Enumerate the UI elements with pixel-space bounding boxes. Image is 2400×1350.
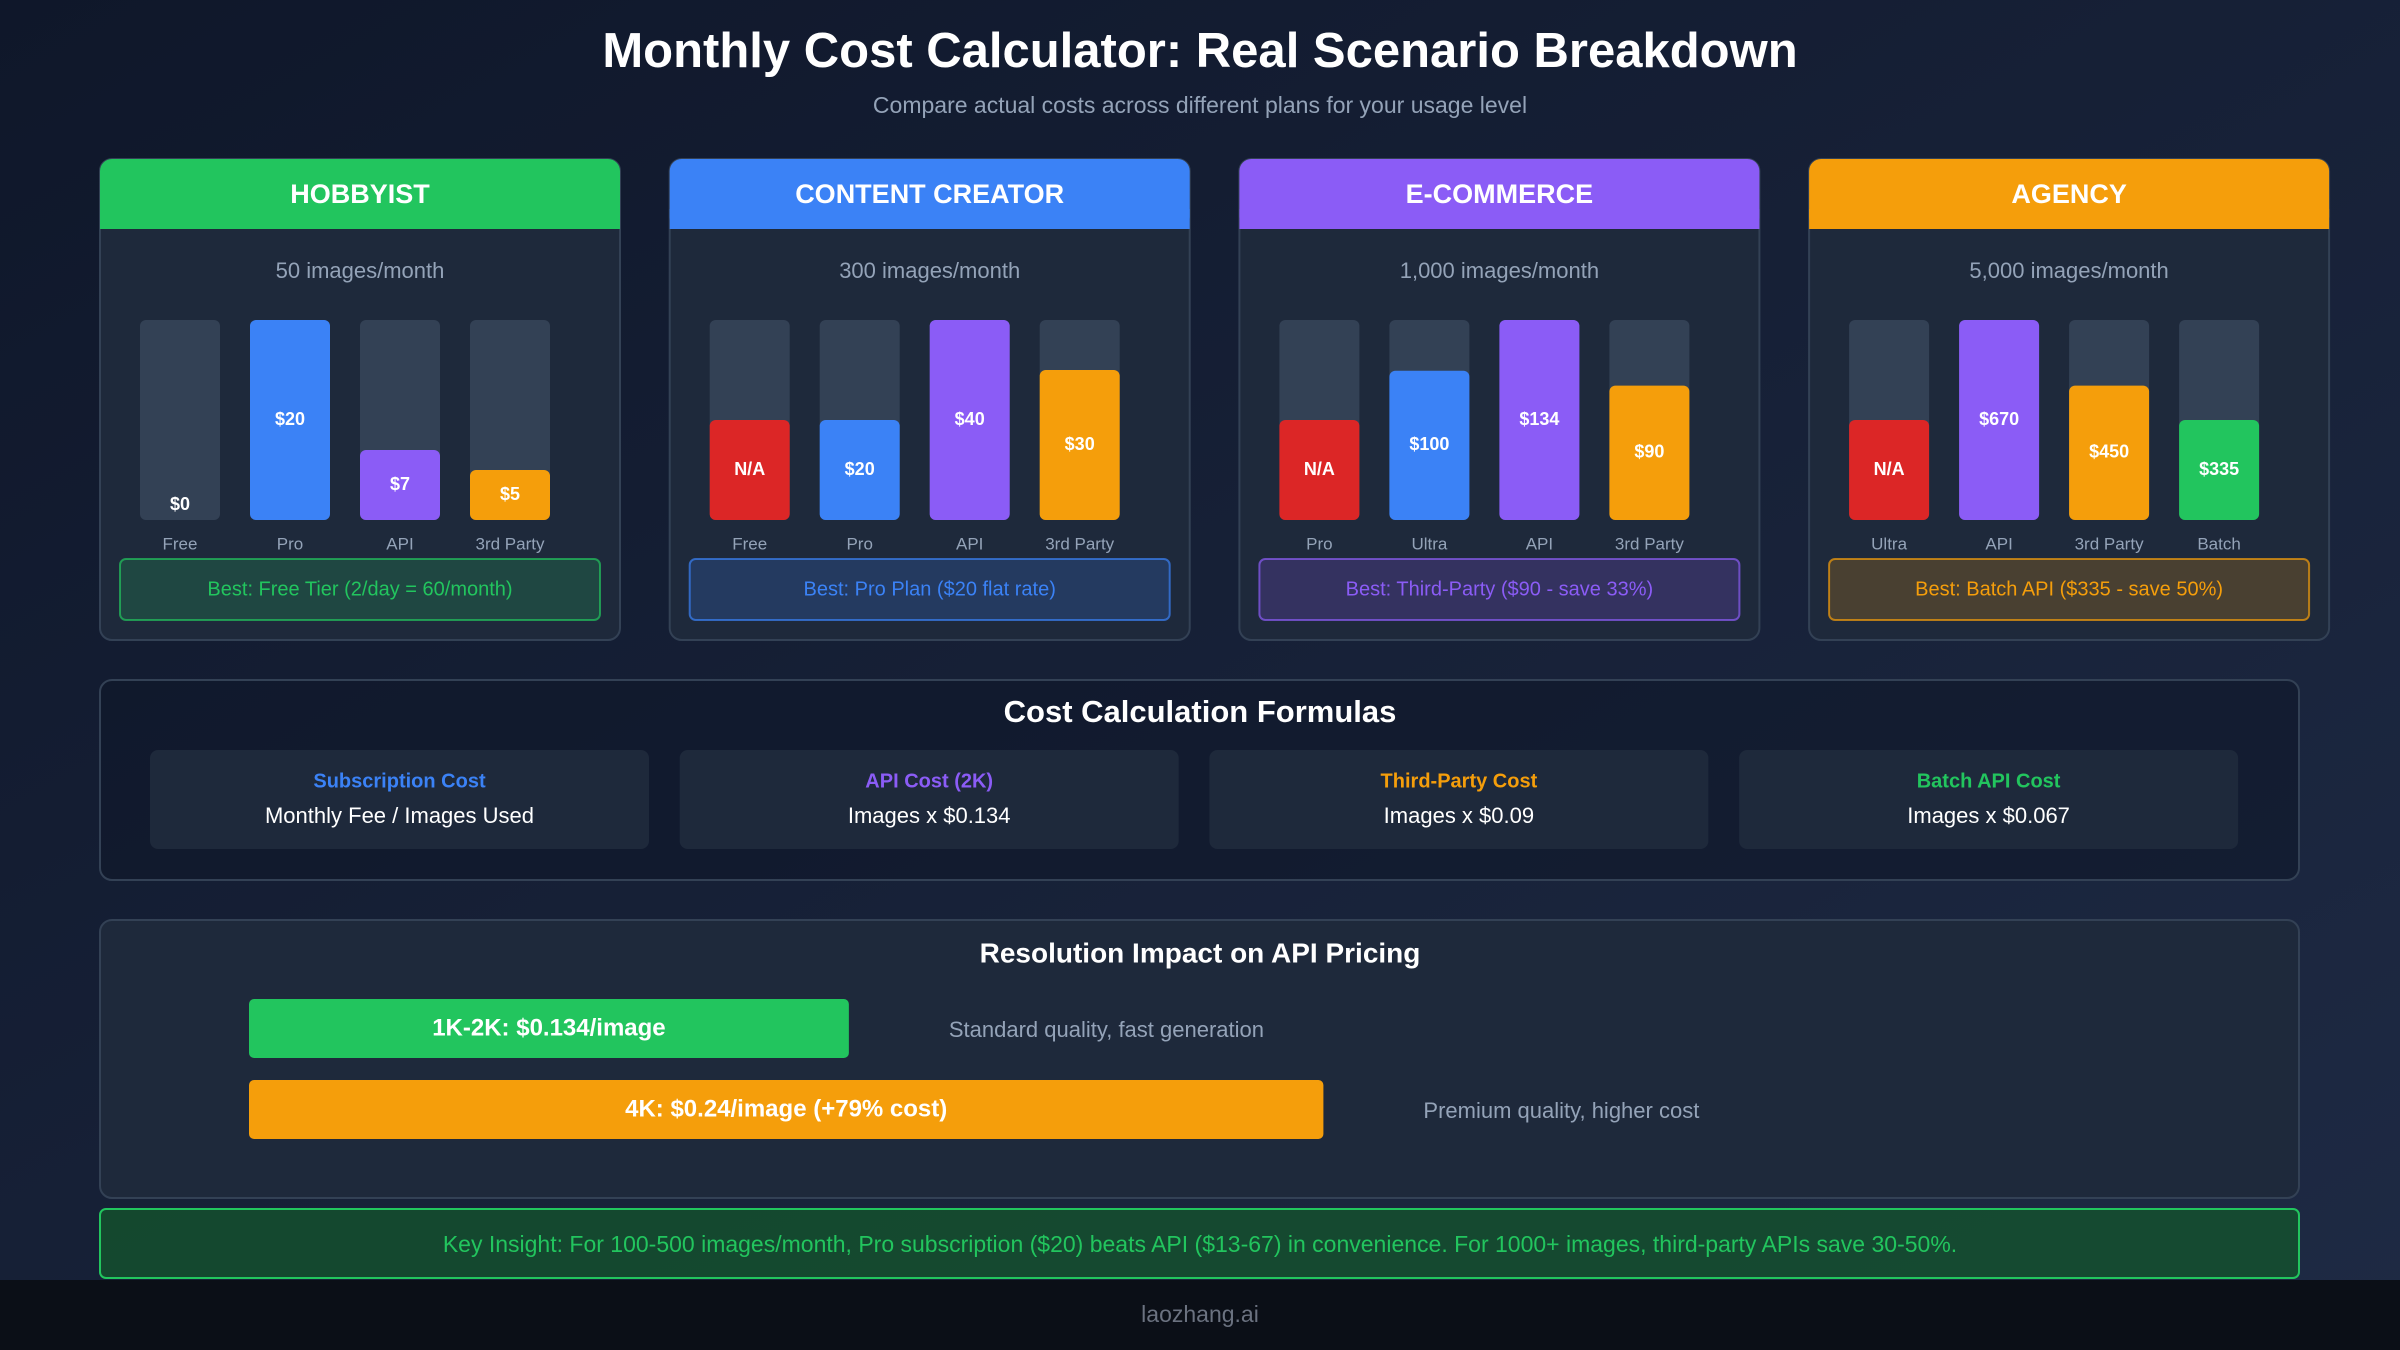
insight-text: Key Insight: For 100-500 images/month, P… bbox=[443, 1231, 1957, 1257]
card-header bbox=[100, 209, 620, 229]
card-header bbox=[1809, 209, 2330, 229]
bar-label: $90 bbox=[1634, 442, 1664, 462]
best-text: Best: Batch API ($335 - save 50%) bbox=[1915, 578, 2223, 600]
card-usage: 5,000 images/month bbox=[1969, 258, 2168, 283]
bar-label: $20 bbox=[275, 409, 305, 429]
formula-text: Images x $0.134 bbox=[848, 803, 1011, 828]
card-header bbox=[669, 209, 1190, 229]
category-label: Pro bbox=[277, 534, 303, 553]
category-label: Ultra bbox=[1871, 534, 1907, 553]
card-usage: 1,000 images/month bbox=[1400, 258, 1599, 283]
page-title: Monthly Cost Calculator: Real Scenario B… bbox=[602, 24, 1797, 78]
category-label: API bbox=[1526, 534, 1553, 553]
category-label: 3rd Party bbox=[2075, 534, 2144, 553]
bar bbox=[250, 320, 330, 520]
bar-track bbox=[140, 320, 220, 520]
bar bbox=[819, 420, 900, 520]
bar-label: $335 bbox=[2199, 459, 2239, 479]
category-label: Pro bbox=[1306, 534, 1332, 553]
best-box bbox=[1258, 558, 1741, 621]
bar-label: $0 bbox=[170, 494, 190, 514]
bar-label: $30 bbox=[1065, 434, 1095, 454]
footer-text: laozhang.ai bbox=[1141, 1301, 1259, 1327]
formula-name: API Cost (2K) bbox=[865, 770, 993, 792]
bar-label: $5 bbox=[500, 484, 520, 504]
best-text: Best: Pro Plan ($20 flat rate) bbox=[804, 578, 1056, 600]
formula-title: Cost Calculation Formulas bbox=[1004, 694, 1397, 729]
na-bar bbox=[1279, 420, 1360, 520]
category-label: 3rd Party bbox=[1615, 534, 1684, 553]
bar bbox=[2069, 385, 2150, 520]
card-title: E-COMMERCE bbox=[1406, 179, 1594, 209]
card-title: CONTENT CREATOR bbox=[795, 179, 1064, 209]
resolution-label: 1K-2K: $0.134/image bbox=[432, 1014, 665, 1041]
formula-text: Images x $0.067 bbox=[1907, 803, 2070, 828]
formula-name: Subscription Cost bbox=[313, 770, 486, 792]
page-subtitle: Compare actual costs across different pl… bbox=[873, 92, 1527, 118]
bar-label: $670 bbox=[1979, 409, 2019, 429]
card-title: HOBBYIST bbox=[290, 179, 430, 209]
category-label: 3rd Party bbox=[1045, 534, 1114, 553]
resolution-note: Premium quality, higher cost bbox=[1423, 1098, 1699, 1123]
bar-label: N/A bbox=[1874, 459, 1905, 479]
best-text: Best: Free Tier (2/day = 60/month) bbox=[207, 578, 512, 600]
best-box bbox=[688, 558, 1171, 621]
na-bar bbox=[1849, 420, 1930, 520]
bar-label: N/A bbox=[734, 459, 765, 479]
bar bbox=[2179, 420, 2260, 520]
bar bbox=[470, 470, 550, 520]
bar-label: $134 bbox=[1519, 409, 1559, 429]
bar bbox=[1959, 320, 2040, 520]
card-usage: 300 images/month bbox=[839, 258, 1020, 283]
formula-box bbox=[1209, 750, 1709, 849]
na-bar bbox=[709, 420, 790, 520]
bar-label: $100 bbox=[1409, 434, 1449, 454]
category-label: Free bbox=[732, 534, 767, 553]
formula-text: Monthly Fee / Images Used bbox=[265, 803, 534, 828]
bar-label: $20 bbox=[845, 459, 875, 479]
bar bbox=[1039, 370, 1120, 520]
formula-name: Batch API Cost bbox=[1917, 770, 2061, 792]
category-label: Batch bbox=[2197, 534, 2240, 553]
card-title: AGENCY bbox=[2011, 179, 2127, 209]
category-label: API bbox=[956, 534, 983, 553]
resolution-bar bbox=[249, 999, 849, 1058]
category-label: Ultra bbox=[1411, 534, 1447, 553]
bar-label: N/A bbox=[1304, 459, 1335, 479]
best-text: Best: Third-Party ($90 - save 33%) bbox=[1346, 578, 1654, 600]
bar-label: $7 bbox=[390, 474, 410, 494]
category-label: 3rd Party bbox=[476, 534, 545, 553]
best-box bbox=[1828, 558, 2311, 621]
card-usage: 50 images/month bbox=[276, 258, 445, 283]
resolution-label: 4K: $0.24/image (+79% cost) bbox=[625, 1095, 947, 1122]
resolution-bar bbox=[249, 1080, 1324, 1139]
formula-box bbox=[150, 750, 649, 849]
footer-bar bbox=[0, 1280, 2400, 1350]
best-box bbox=[119, 558, 601, 621]
category-label: API bbox=[1985, 534, 2012, 553]
bar bbox=[360, 450, 440, 520]
category-label: API bbox=[386, 534, 413, 553]
bar-label: $450 bbox=[2089, 442, 2129, 462]
bar bbox=[929, 320, 1010, 520]
card-header bbox=[1239, 209, 1760, 229]
category-label: Pro bbox=[846, 534, 872, 553]
formula-text: Images x $0.09 bbox=[1384, 803, 1534, 828]
bar bbox=[1609, 385, 1690, 520]
formula-box bbox=[679, 750, 1179, 849]
bar-label: $40 bbox=[955, 409, 985, 429]
category-label: Free bbox=[163, 534, 198, 553]
insight-box bbox=[99, 1208, 2300, 1279]
resolution-note: Standard quality, fast generation bbox=[949, 1017, 1264, 1042]
formula-box bbox=[1739, 750, 2239, 849]
resolution-title: Resolution Impact on API Pricing bbox=[980, 937, 1421, 968]
bar bbox=[1389, 370, 1470, 520]
formula-name: Third-Party Cost bbox=[1381, 770, 1538, 792]
bar bbox=[1499, 320, 1580, 520]
